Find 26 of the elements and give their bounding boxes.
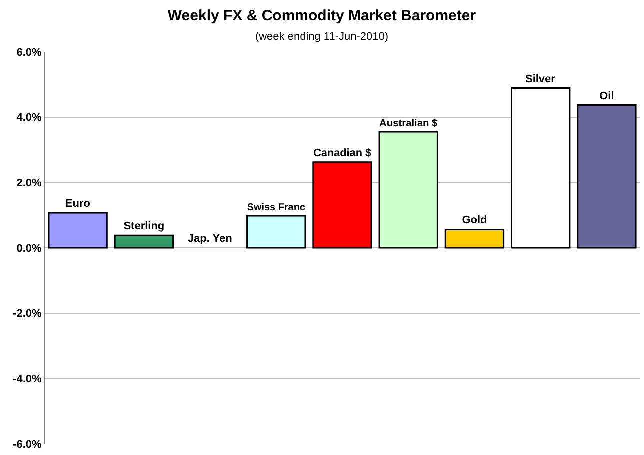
- y-tick-label: -2.0%: [13, 308, 42, 320]
- bar: [378, 131, 438, 249]
- y-tick-label: 6.0%: [16, 46, 42, 59]
- bar: [577, 104, 637, 249]
- y-tick-label: -6.0%: [13, 438, 42, 451]
- x-tick-label: Australian $: [380, 118, 438, 130]
- bar: [510, 88, 571, 249]
- bar: [48, 212, 108, 249]
- x-tick-label: Swiss Franc: [247, 202, 306, 214]
- y-tick-label: 2.0%: [16, 178, 42, 190]
- x-tick-label: Oil: [600, 90, 614, 102]
- bar: [312, 162, 372, 249]
- x-tick-label: Silver: [525, 73, 556, 86]
- x-tick-label: Canadian $: [313, 147, 372, 160]
- y-tick-label: -4.0%: [13, 374, 42, 386]
- bar: [246, 215, 306, 249]
- x-tick-label: Sterling: [124, 220, 165, 233]
- bar: [444, 228, 505, 249]
- y-tick-label: 4.0%: [16, 112, 42, 124]
- x-tick-label: Jap. Yen: [188, 233, 233, 245]
- chart-subtitle: (week ending 11-Jun-2010): [255, 30, 389, 43]
- y-tick-label: 0.0%: [16, 242, 42, 255]
- chart-title: Weekly FX & Commodity Market Barometer: [168, 7, 476, 24]
- x-tick-label: Euro: [65, 198, 91, 210]
- bar: [114, 234, 174, 249]
- x-tick-label: Gold: [462, 214, 488, 227]
